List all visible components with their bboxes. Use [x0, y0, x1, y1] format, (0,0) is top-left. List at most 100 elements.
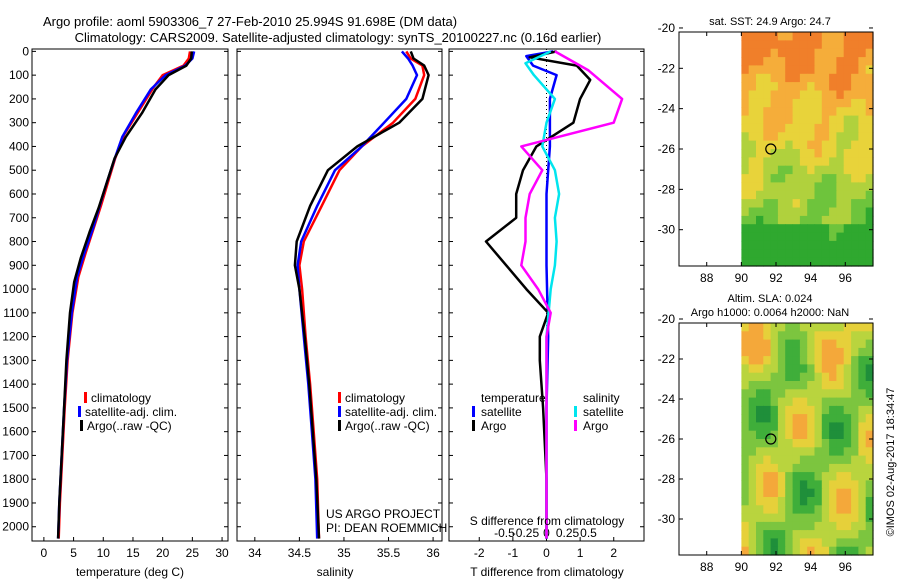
map-cell — [792, 405, 801, 415]
map-cell — [843, 115, 852, 125]
map-cell — [792, 199, 801, 209]
map-cell — [799, 82, 808, 92]
map-cell — [829, 232, 837, 242]
map-cell — [792, 232, 801, 242]
map-cell — [814, 190, 823, 200]
map-cell — [792, 356, 801, 365]
map-cell — [865, 182, 874, 192]
map-cell — [807, 132, 816, 142]
map-cell — [865, 32, 874, 41]
map-cell — [814, 232, 823, 242]
map-cell — [770, 190, 779, 200]
map-cell — [807, 463, 816, 473]
map-cell — [836, 439, 845, 448]
map-cell — [821, 107, 830, 117]
map-cell — [807, 389, 816, 399]
map-cell — [748, 48, 757, 58]
map-cell — [770, 323, 779, 332]
map-cell — [763, 82, 772, 92]
map-cell — [814, 174, 823, 184]
map-cell — [858, 521, 867, 531]
map-cell — [843, 414, 852, 423]
map-cell — [741, 521, 750, 531]
map-cell — [858, 347, 867, 357]
map-cell — [770, 381, 779, 390]
map-cell — [792, 513, 801, 523]
map-cell — [763, 149, 772, 158]
map-cell — [777, 381, 786, 390]
map-cell — [799, 174, 808, 184]
map-cell — [792, 372, 801, 382]
map-cell — [807, 98, 816, 108]
map-x-tick-label: 92 — [769, 560, 783, 574]
map-cell — [843, 40, 852, 50]
map-cell — [748, 207, 757, 217]
map-cell — [814, 472, 823, 481]
map-cell — [858, 488, 867, 498]
map-cell — [741, 174, 750, 184]
map-cell — [843, 381, 852, 390]
map-cell — [792, 323, 801, 332]
map-cell — [763, 57, 772, 67]
map-cell — [807, 497, 816, 506]
map-cell — [770, 98, 779, 108]
map-cell — [799, 513, 808, 523]
map-cell — [843, 480, 852, 490]
legend-label-satellite: satellite-adj. clim. — [85, 405, 177, 419]
map-cell — [865, 538, 874, 548]
map-cell — [829, 190, 837, 200]
map-cell — [777, 521, 786, 531]
map-cell — [770, 174, 779, 184]
map-cell — [865, 132, 874, 142]
map-cell — [865, 463, 874, 473]
map-y-tick-label: -30 — [658, 223, 676, 237]
map-cell — [770, 356, 779, 365]
map-cell — [836, 505, 845, 515]
argo-location-marker — [765, 433, 777, 445]
map-cell — [807, 546, 816, 556]
map-cell — [851, 546, 859, 556]
map-cell — [741, 182, 750, 192]
map-cell — [748, 480, 757, 490]
map-cell — [763, 505, 772, 515]
map-cell — [821, 157, 830, 167]
map-cell — [748, 32, 757, 41]
map-cell — [785, 546, 794, 556]
map-cell — [814, 463, 823, 473]
sla-map: 88 90 92 94 96 -20 -22 -24 -26 -28 -30 — [658, 312, 874, 574]
map-cell — [799, 372, 808, 382]
map-cell — [807, 48, 816, 58]
map-cell — [843, 65, 852, 75]
map-cell — [785, 356, 794, 365]
map-cell — [836, 455, 845, 465]
map-cell — [785, 82, 794, 92]
map-cell — [770, 439, 779, 448]
map-cell — [741, 140, 750, 150]
map-cell — [763, 232, 772, 242]
map-cell — [851, 149, 859, 158]
map-cell — [829, 174, 837, 184]
map-y-tick-label: -22 — [658, 61, 676, 75]
map-cell — [770, 57, 779, 67]
map-cell — [807, 207, 816, 217]
map-cell — [814, 157, 823, 167]
map-cell — [763, 257, 772, 267]
map-cell — [851, 513, 859, 523]
x-tick-label: 5 — [70, 546, 77, 560]
map-cell — [756, 149, 764, 158]
map-cell — [829, 123, 837, 133]
map-cell — [851, 240, 859, 250]
map-cell — [829, 364, 837, 374]
map-cell — [836, 190, 845, 200]
map-cell — [821, 497, 830, 506]
map-cell — [858, 32, 867, 41]
map-cell — [785, 455, 794, 465]
map-cell — [763, 98, 772, 108]
map-cell — [799, 405, 808, 415]
map-cell — [748, 389, 757, 399]
map-cell — [785, 132, 794, 142]
y-tick-label: 500 — [9, 163, 29, 177]
map-cell — [792, 463, 801, 473]
map-cell — [763, 414, 772, 423]
map-cell — [785, 215, 794, 225]
